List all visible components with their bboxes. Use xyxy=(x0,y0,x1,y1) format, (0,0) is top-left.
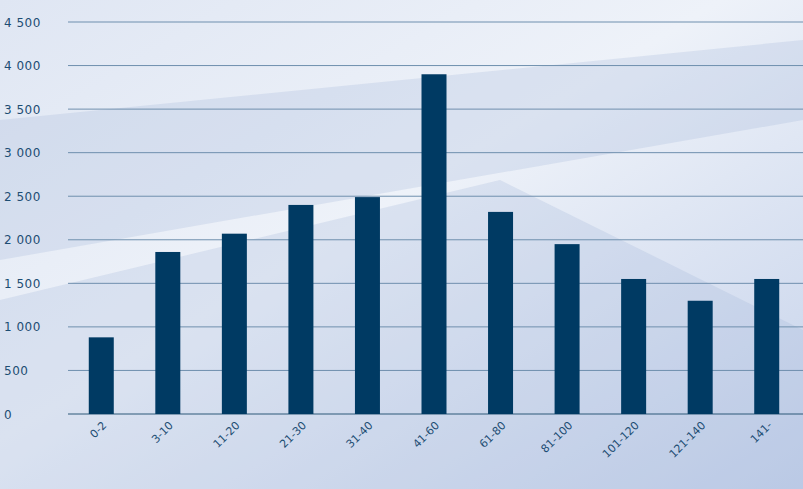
x-tick-label: 101-120 xyxy=(600,419,642,461)
bar xyxy=(288,205,313,414)
y-tick-label: 500 xyxy=(4,364,28,378)
chart: 0 500 1 000 1 500 2 000 2 500 3 000 3 500 4 000 4… xyxy=(0,0,803,489)
x-tick-label: 141- xyxy=(748,419,775,446)
y-tick-label: 4 000 xyxy=(4,59,41,73)
bar xyxy=(155,252,180,414)
bar xyxy=(754,279,779,414)
bars xyxy=(89,74,779,414)
y-tick-label: 1 500 xyxy=(4,277,41,291)
bar xyxy=(555,244,580,414)
x-tick-label: 81-100 xyxy=(538,419,575,456)
y-tick-label: 0 xyxy=(4,408,12,422)
background-shadow xyxy=(0,180,803,489)
y-tick-label: 2 000 xyxy=(4,233,41,247)
bar xyxy=(488,212,513,414)
x-tick-label: 3-10 xyxy=(149,419,176,446)
bar xyxy=(422,74,447,414)
bar xyxy=(89,337,114,414)
grid-line xyxy=(68,65,803,66)
x-tick-label: 61-80 xyxy=(477,419,509,451)
x-tick-label: 31-40 xyxy=(344,419,376,451)
background xyxy=(0,0,803,489)
bar xyxy=(355,197,380,414)
x-tick-label: 21-30 xyxy=(277,419,309,451)
bar xyxy=(621,279,646,414)
y-tick-label: 3 500 xyxy=(4,103,41,117)
x-tick-label: 0-2 xyxy=(87,419,109,441)
bar xyxy=(688,301,713,414)
x-tick-label: 121-140 xyxy=(667,419,709,461)
bar xyxy=(222,234,247,414)
y-tick-label: 1 000 xyxy=(4,320,41,334)
y-tick-label: 3 000 xyxy=(4,146,41,160)
x-tick-label: 41-60 xyxy=(410,419,442,451)
x-tick-label: 11-20 xyxy=(211,419,243,451)
y-tick-label: 2 500 xyxy=(4,190,41,204)
grid-line xyxy=(68,22,803,23)
y-tick-label: 4 500 xyxy=(4,16,41,30)
